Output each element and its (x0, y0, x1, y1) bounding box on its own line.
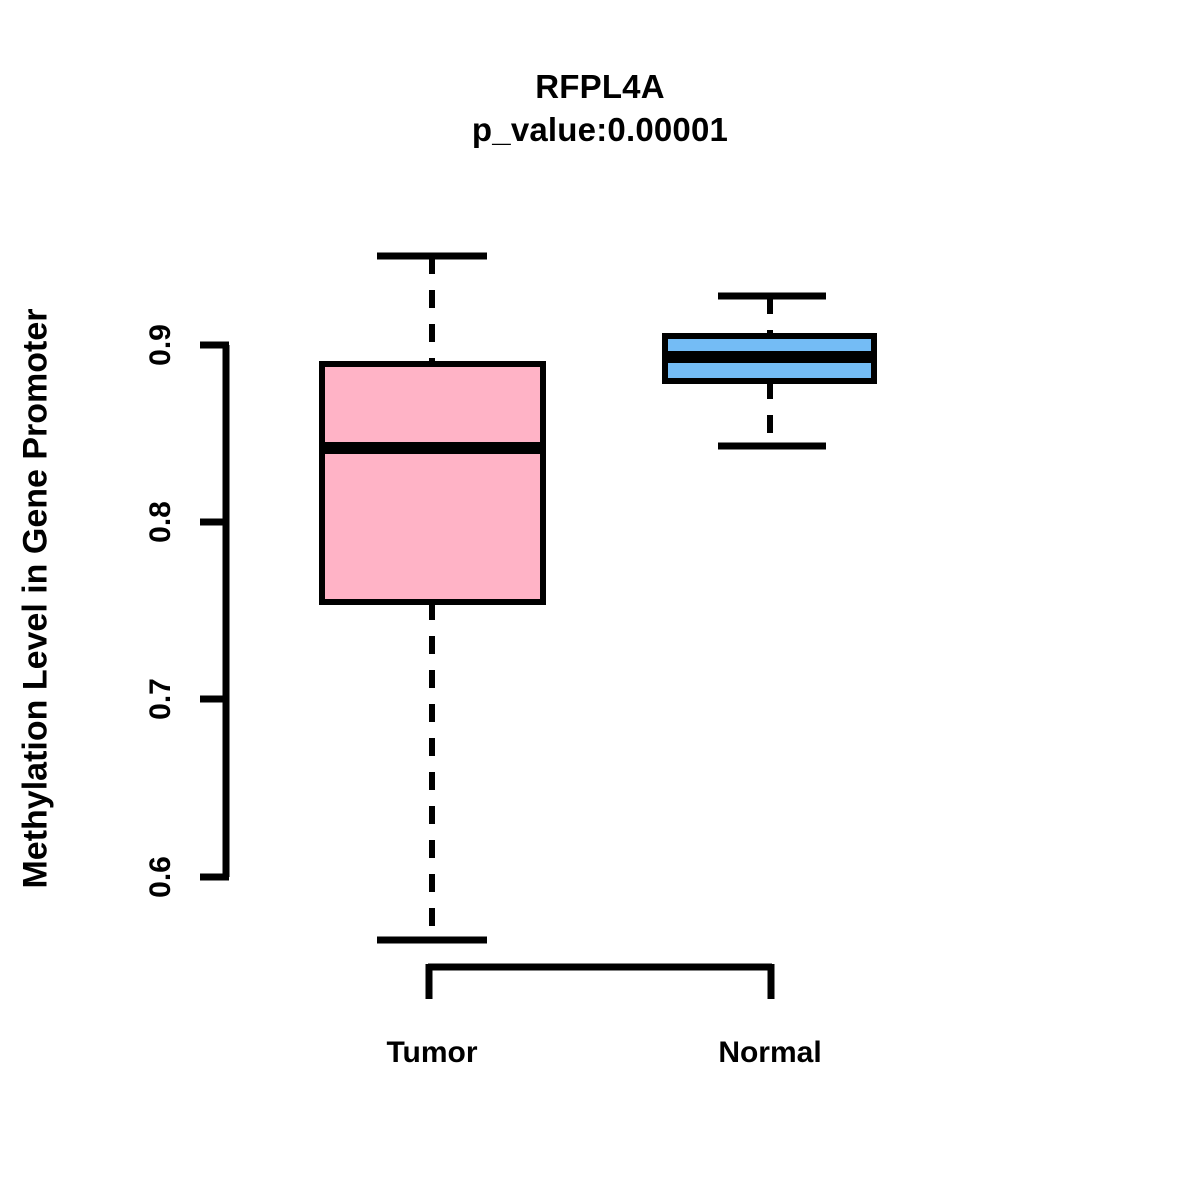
box-tumor (319, 252, 546, 944)
x-tick-label-tumor: Tumor (386, 1036, 478, 1069)
y-axis (200, 341, 230, 881)
box-normal (662, 292, 877, 450)
x-tick-label-normal: Normal (718, 1036, 822, 1069)
x-axis (425, 963, 775, 999)
